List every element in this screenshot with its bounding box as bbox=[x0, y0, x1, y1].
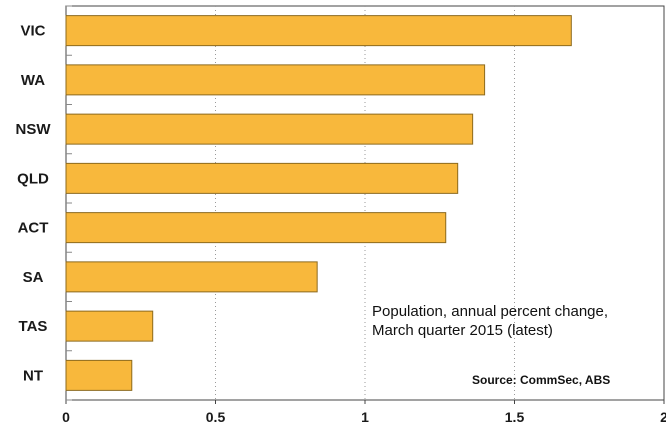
x-axis-ticks: 0 0.5 1 1.5 2 bbox=[62, 5, 666, 425]
bar-act bbox=[65, 212, 447, 244]
bar-qld bbox=[65, 162, 459, 194]
x-tick-label: 2 bbox=[660, 409, 666, 425]
category-label-qld: QLD bbox=[17, 170, 49, 187]
bar-sa bbox=[65, 261, 318, 293]
category-label-tas: TAS bbox=[19, 318, 48, 335]
category-label-nsw: NSW bbox=[16, 121, 52, 138]
bar-tas bbox=[65, 310, 154, 342]
bar-wa bbox=[65, 64, 486, 96]
bars bbox=[65, 15, 572, 391]
category-label-sa: SA bbox=[23, 269, 44, 286]
category-labels: VIC WA NSW QLD ACT SA TAS NT bbox=[16, 23, 52, 385]
gridlines bbox=[215, 6, 515, 400]
bar-vic bbox=[65, 15, 572, 47]
category-label-nt: NT bbox=[23, 367, 43, 384]
bar-nt bbox=[65, 359, 133, 391]
x-tick-label: 0.5 bbox=[206, 409, 226, 425]
x-tick-label: 1.5 bbox=[505, 409, 525, 425]
category-label-act: ACT bbox=[18, 220, 49, 237]
annotation-line-1: Population, annual percent change, bbox=[372, 303, 608, 320]
x-tick-label: 0 bbox=[62, 409, 70, 425]
x-tick-label: 1 bbox=[361, 409, 369, 425]
category-label-wa: WA bbox=[21, 72, 45, 89]
bar-nsw bbox=[65, 113, 474, 145]
annotation-line-2: March quarter 2015 (latest) bbox=[372, 322, 553, 339]
source-label: Source: CommSec, ABS bbox=[472, 373, 610, 387]
category-label-vic: VIC bbox=[20, 23, 45, 40]
